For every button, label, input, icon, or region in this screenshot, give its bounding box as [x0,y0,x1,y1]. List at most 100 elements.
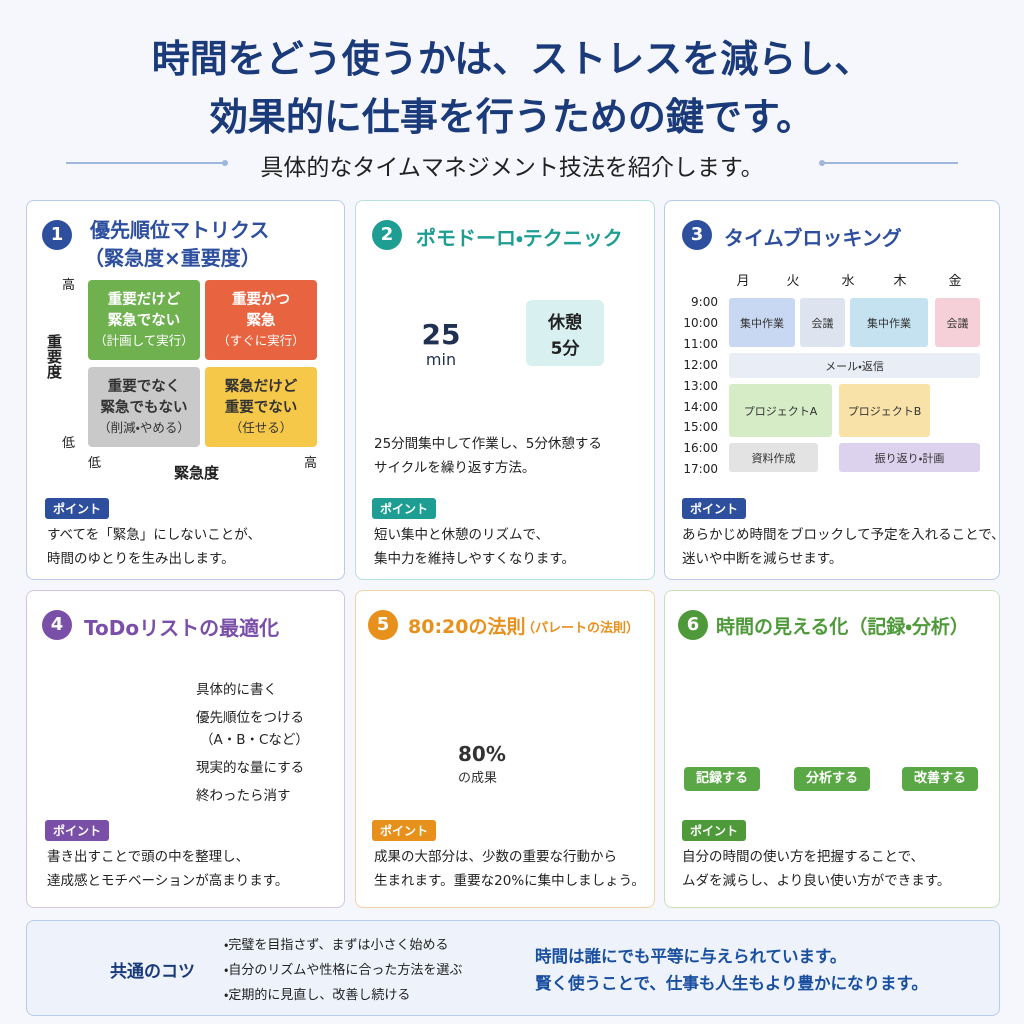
title-line: 効果的に仕事を行うための鍵です。 [209,95,815,139]
time-label: 17:00 [683,462,718,476]
quadrant-text: 緊急 [246,313,276,329]
card-title: （緊急度×重要度） [84,246,261,270]
quadrant-text: （削減・やめる） [98,420,190,435]
day-label: 火 [786,274,800,289]
axis-low: 低 [88,456,102,471]
axis-low: 低 [62,436,76,451]
description: 25分間集中して作業し、5分休憩する [374,436,602,452]
quadrant [205,280,317,360]
time-block: 振り返り・計画 [839,443,980,472]
time-block: プロジェクトB [839,384,930,437]
tip: ・完璧を目指さず、まずは小さく始める [224,938,449,953]
time-block: 会議 [935,298,980,347]
point-badge: ポイント [45,498,110,519]
todo-item: 具体的に書く [196,682,277,698]
day-label: 木 [893,274,907,289]
card [26,590,345,908]
quadrant-text: 重要だけど [107,292,181,308]
time-label: 12:00 [683,358,718,372]
card-number: 4 [42,610,72,640]
card-title: 時間の見える化（記録・分析） [716,616,969,638]
quadrant-text: 緊急でもない [100,400,188,416]
todo-item: （A・B・Cなど） [200,732,309,748]
tip: ・自分のリズムや性格に合った方法を選ぶ [224,963,463,978]
title-line: 時間をどう使うかは、ストレスを減らし、 [151,37,873,81]
decoration [819,160,825,166]
time-block: 会議 [800,298,845,347]
point-badge: ポイント [682,498,747,519]
time-label: 15:00 [683,420,718,434]
point-text: 成果の大部分は、少数の重要な行動から [374,849,617,865]
card-title-note: （パレートの法則） [522,621,640,636]
card-title: 優先順位マトリクス [90,218,270,242]
point-text: 時間のゆとりを生み出します。 [47,551,235,567]
time-label: 16:00 [683,441,718,455]
time-block: 集中作業 [850,298,928,347]
quadrant [88,367,200,447]
y-axis-label: 重要度 [45,334,63,379]
point-badge: ポイント [682,820,747,841]
point-text: 書き出すことで頭の中を整理し、 [47,849,250,865]
card-number: 3 [682,220,712,250]
time-block: メール・返信 [729,353,980,378]
time-label: 11:00 [683,337,718,351]
card-number: 6 [678,610,708,640]
point-badge: ポイント [372,820,437,841]
pie-label: 80% [458,742,506,766]
flow-step: 改善する [902,767,978,791]
day-label: 水 [841,274,855,289]
card-title: ToDoリストの最適化 [84,616,280,640]
time-block: プロジェクトA [729,384,832,437]
time-label: 13:00 [683,379,718,393]
todo-item: 終わったら消す [196,788,291,804]
quadrant-text: 緊急でない [107,313,181,329]
point-text: ムダを減らし、より良い使い方ができます。 [682,873,951,889]
footer-label: 共通のコツ [110,962,195,982]
pie-caption: の成果 [458,771,498,786]
quadrant-text: 重要かつ [232,292,290,308]
card [664,590,1000,908]
card-title: ポモドーロ・テクニック [416,226,623,250]
point-text: 迷いや中断を減らせます。 [682,551,843,567]
quadrant [88,280,200,360]
day-label: 金 [948,274,962,289]
time-label: 14:00 [683,400,718,414]
point-text: 達成感とモチベーションが高まります。 [47,873,289,889]
quadrant-text: （計画して実行） [94,333,194,348]
message: 賢く使うことで、仕事も人生もより豊かになります。 [535,974,928,993]
quadrant-text: （すぐに実行） [217,333,305,348]
card-title: タイムブロッキング [724,226,902,250]
flow-step: 分析する [794,767,870,791]
point-text: 自分の時間の使い方を把握することで、 [682,849,925,865]
timer-unit: min [425,350,457,369]
flow-step: 記録する [684,767,760,791]
time-block: 集中作業 [729,298,795,347]
break-label: 休憩 [548,313,582,333]
tip: ・定期的に見直し、改善し続ける [224,988,411,1003]
point-text: あらかじめ時間をブロックして予定を入れることで、 [682,527,1005,543]
message: 時間は誰にでも平等に与えられています。 [535,947,847,966]
time-label: 9:00 [691,295,718,309]
point-badge: ポイント [45,820,110,841]
axis-high: 高 [62,278,76,293]
quadrant-text: 緊急だけど [224,379,298,395]
time-block: 資料作成 [729,443,818,472]
point-badge: ポイント [372,498,437,519]
quadrant-text: 重要でない [224,400,298,416]
pie-caption: の行動 [494,701,534,716]
point-text: 生まれます。重要な20%に集中しましょう。 [374,873,645,889]
pie-label: 20% [494,672,542,696]
footer-panel [26,920,1000,1016]
decoration [222,160,228,166]
quadrant-text: 重要でなく [107,379,181,395]
card-title: 80:20の法則 [408,616,526,638]
quadrant [205,367,317,447]
quadrant-text: （任せる） [229,420,293,435]
x-axis-label: 緊急度 [174,464,220,482]
point-text: すべてを「緊急」にしないことが、 [47,527,261,543]
day-label: 月 [736,274,750,289]
card-number: 2 [372,220,402,250]
timer-value: 25 [421,318,461,351]
